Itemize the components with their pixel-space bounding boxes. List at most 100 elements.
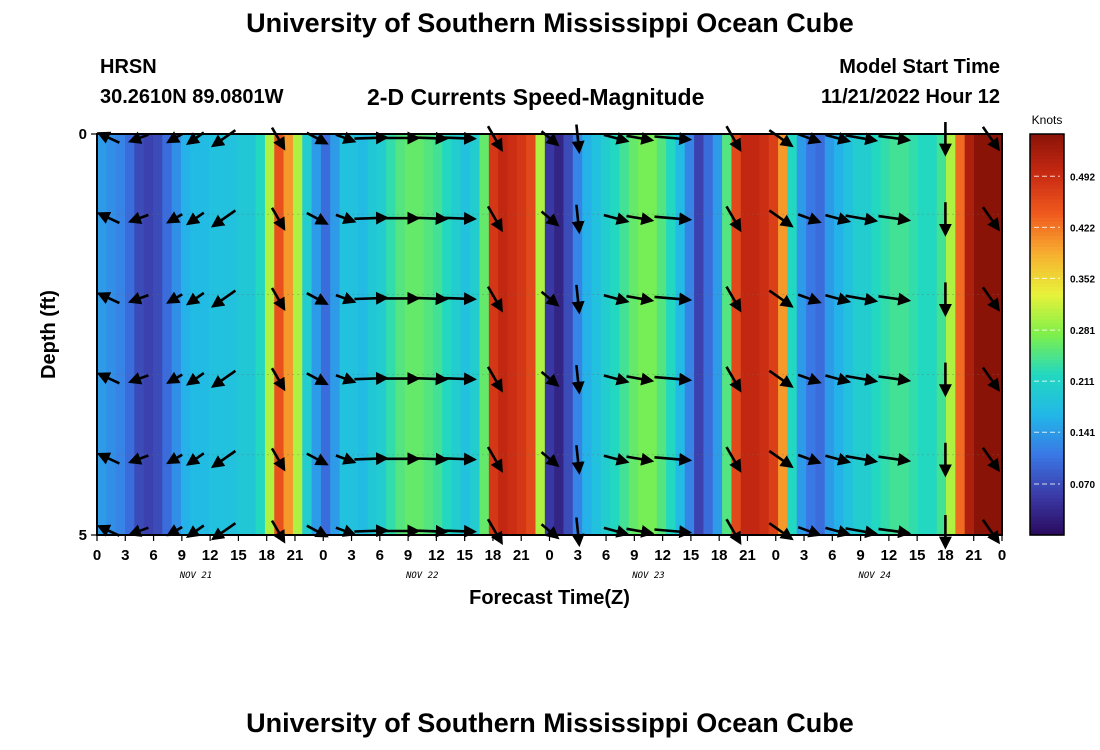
colorbar-segment <box>1030 228 1064 234</box>
colorbar-segment <box>1030 247 1064 252</box>
current-vector <box>210 209 237 228</box>
current-vector <box>210 369 237 388</box>
y-axis: 05 <box>79 126 97 544</box>
heatmap-band <box>134 134 145 535</box>
current-vector <box>486 205 503 233</box>
current-vector <box>335 131 357 144</box>
heatmap-band <box>834 134 844 535</box>
current-vector <box>486 285 503 313</box>
heatmap-band <box>535 134 546 535</box>
current-vector <box>768 369 794 388</box>
heatmap-band <box>516 134 527 535</box>
current-vector <box>725 446 742 473</box>
x-tick-label: 6 <box>376 547 384 564</box>
colorbar-segment <box>1030 505 1064 511</box>
heatmap-band <box>423 134 434 535</box>
current-vector <box>435 212 477 226</box>
x-tick-label: 12 <box>428 547 445 564</box>
colorbar-segment <box>1030 462 1064 467</box>
heatmap-band <box>582 134 593 535</box>
colorbar-segment <box>1030 290 1064 295</box>
x-tick-label: 3 <box>121 547 129 564</box>
current-vector <box>626 452 655 466</box>
current-vector <box>725 205 742 233</box>
colorbar-segment <box>1030 451 1064 456</box>
current-vector <box>654 525 693 539</box>
colorbar-segment <box>1030 363 1064 368</box>
current-vector <box>845 292 879 306</box>
heatmap-band <box>348 134 359 535</box>
current-vector <box>486 446 503 473</box>
heatmap-band <box>544 134 555 535</box>
current-vector <box>725 518 742 546</box>
current-vector <box>603 212 630 225</box>
heatmap-band <box>740 134 751 535</box>
heatmap-band <box>908 134 919 535</box>
heatmap-band <box>787 134 798 535</box>
colorbar-tick-label: 0.352 <box>1070 274 1095 285</box>
heatmap-band-layer <box>97 134 1003 535</box>
current-vector <box>845 453 879 467</box>
colorbar-segment <box>1030 214 1064 219</box>
model-start-label: Model Start Time <box>839 56 1000 78</box>
colorbar-segment <box>1030 436 1064 441</box>
current-vector <box>435 372 477 386</box>
heatmap-band <box>796 134 807 535</box>
current-vector <box>270 126 286 151</box>
current-vector <box>306 292 329 305</box>
heatmap-band <box>572 134 583 535</box>
colorbar-segment <box>1030 378 1064 383</box>
current-vector <box>166 211 183 224</box>
heatmap-band <box>871 134 882 535</box>
colorbar-segment <box>1030 494 1064 500</box>
current-vector <box>797 372 822 385</box>
colorbar-segment <box>1030 312 1064 317</box>
colorbar-tick-label: 0.422 <box>1070 223 1095 234</box>
x-tick-label: 0 <box>93 547 101 564</box>
colorbar-segment <box>1030 516 1064 522</box>
current-vector <box>768 209 794 228</box>
current-vector <box>335 211 357 225</box>
x-tick-label: 0 <box>545 547 553 564</box>
current-vector <box>270 287 286 312</box>
colorbar-segment <box>1030 429 1064 434</box>
colorbar-segment <box>1030 254 1064 259</box>
current-vector <box>878 212 912 226</box>
current-vector <box>768 449 794 469</box>
current-vector <box>435 524 477 538</box>
current-vector <box>768 289 794 308</box>
colorbar-segment <box>1030 520 1064 525</box>
current-vector <box>335 524 357 537</box>
current-vector <box>335 452 357 465</box>
colorbar-segment <box>1030 400 1064 405</box>
colorbar-segment <box>1030 221 1064 226</box>
current-vector <box>185 452 205 466</box>
current-vector <box>603 132 630 145</box>
colorbar-frame <box>1029 133 1065 536</box>
heatmap-band <box>694 134 705 535</box>
colorbar-segment <box>1030 498 1064 503</box>
heatmap-band <box>955 134 966 535</box>
x-tick-label: 3 <box>347 547 355 564</box>
colorbar-segment <box>1030 527 1064 532</box>
colorbar-segment <box>1030 407 1064 412</box>
heatmap-band <box>460 134 471 535</box>
heatmap-band <box>470 134 481 535</box>
heatmap-band <box>199 134 210 535</box>
colorbar-segment <box>1030 279 1064 285</box>
current-vector <box>306 372 329 386</box>
colorbar-segment <box>1030 341 1064 347</box>
heatmap-band <box>171 134 182 535</box>
current-vector <box>571 124 585 155</box>
heatmap-band <box>330 134 341 535</box>
heatmap-band <box>162 134 173 535</box>
current-vector <box>127 452 149 465</box>
current-vector <box>96 292 120 305</box>
current-vector <box>540 451 560 468</box>
heatmap-band <box>386 134 397 535</box>
current-vector <box>185 211 205 226</box>
current-vector <box>486 125 503 153</box>
x-tick-label: 12 <box>881 547 898 564</box>
colorbar-segment <box>1030 170 1064 175</box>
heatmap-band <box>358 134 369 535</box>
